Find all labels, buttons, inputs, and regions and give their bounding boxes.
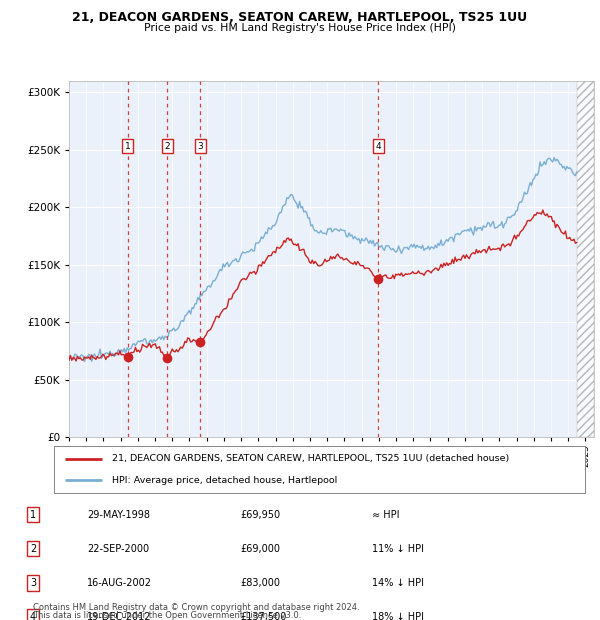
Text: This data is licensed under the Open Government Licence v3.0.: This data is licensed under the Open Gov… <box>33 611 301 620</box>
Text: £83,000: £83,000 <box>240 578 280 588</box>
Text: £69,000: £69,000 <box>240 544 280 554</box>
Text: HPI: Average price, detached house, Hartlepool: HPI: Average price, detached house, Hart… <box>112 476 338 485</box>
Text: £137,500: £137,500 <box>240 612 286 620</box>
Text: Contains HM Land Registry data © Crown copyright and database right 2024.: Contains HM Land Registry data © Crown c… <box>33 603 359 612</box>
Text: 11% ↓ HPI: 11% ↓ HPI <box>372 544 424 554</box>
Text: 3: 3 <box>30 578 36 588</box>
Text: 1: 1 <box>30 510 36 520</box>
Text: 2: 2 <box>164 141 170 151</box>
Text: 18% ↓ HPI: 18% ↓ HPI <box>372 612 424 620</box>
Text: ≈ HPI: ≈ HPI <box>372 510 400 520</box>
Text: 21, DEACON GARDENS, SEATON CAREW, HARTLEPOOL, TS25 1UU (detached house): 21, DEACON GARDENS, SEATON CAREW, HARTLE… <box>112 454 509 464</box>
Text: 19-DEC-2012: 19-DEC-2012 <box>87 612 151 620</box>
Text: 22-SEP-2000: 22-SEP-2000 <box>87 544 149 554</box>
Text: 1: 1 <box>125 141 131 151</box>
Text: 21, DEACON GARDENS, SEATON CAREW, HARTLEPOOL, TS25 1UU: 21, DEACON GARDENS, SEATON CAREW, HARTLE… <box>73 11 527 24</box>
Text: 4: 4 <box>376 141 381 151</box>
Text: 16-AUG-2002: 16-AUG-2002 <box>87 578 152 588</box>
Text: 2: 2 <box>30 544 36 554</box>
Text: 29-MAY-1998: 29-MAY-1998 <box>87 510 150 520</box>
Text: 14% ↓ HPI: 14% ↓ HPI <box>372 578 424 588</box>
Bar <box>577 81 594 437</box>
Text: 4: 4 <box>30 612 36 620</box>
Text: 3: 3 <box>197 141 203 151</box>
Text: £69,950: £69,950 <box>240 510 280 520</box>
Text: Price paid vs. HM Land Registry's House Price Index (HPI): Price paid vs. HM Land Registry's House … <box>144 23 456 33</box>
